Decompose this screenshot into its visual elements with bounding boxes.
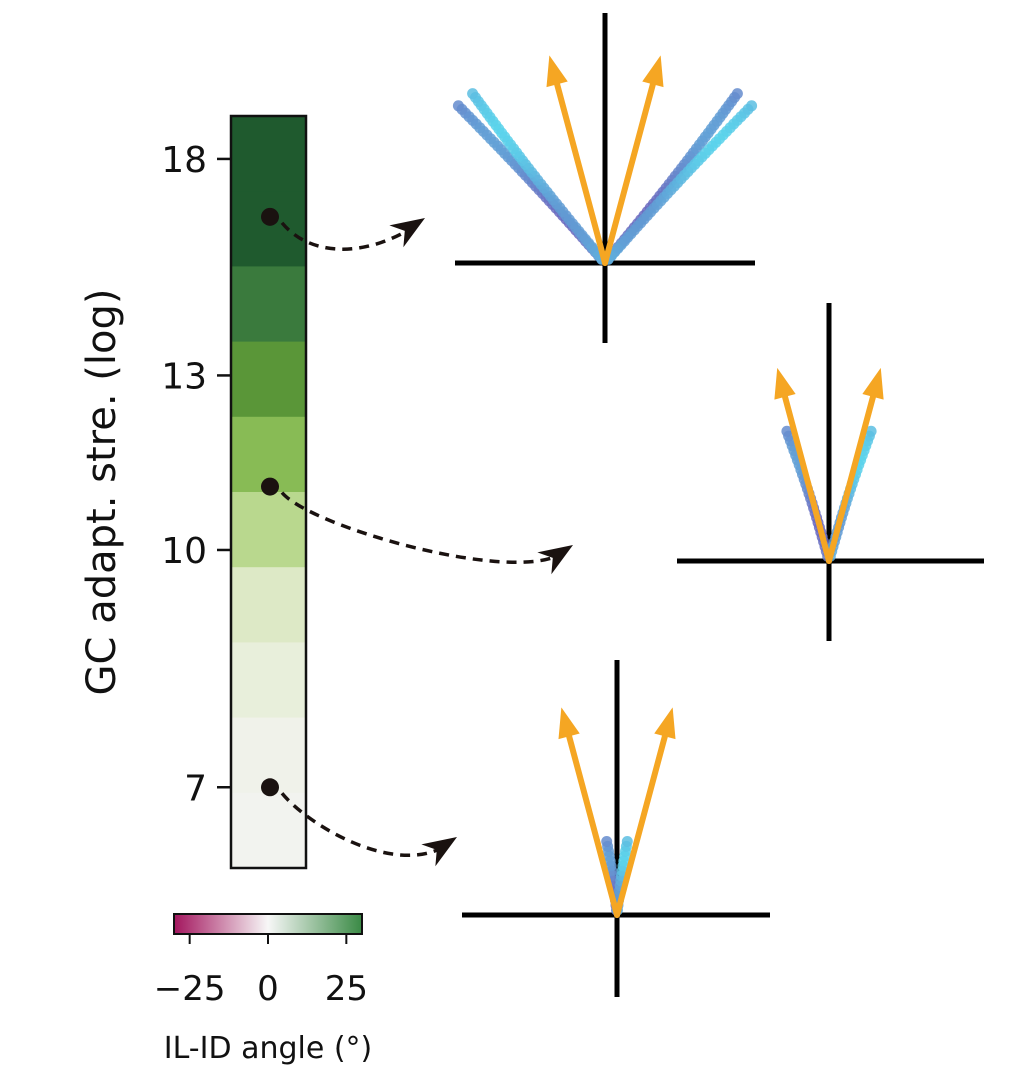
- colorbar-tick-label: 0: [257, 969, 279, 1009]
- y-tick-label: 10: [161, 531, 207, 572]
- trace-point: [621, 836, 633, 847]
- heatmap-cell: [231, 341, 306, 418]
- orange-arrow: [826, 367, 884, 564]
- orange-arrow: [602, 55, 664, 266]
- trace-point: [781, 425, 793, 437]
- heatmap-cell: [231, 567, 306, 643]
- marker-connector: [261, 207, 425, 251]
- bottom-panel: [462, 660, 770, 997]
- marker-connector: [261, 778, 457, 867]
- arrow-shaft: [602, 81, 656, 266]
- arrow-head: [546, 55, 568, 88]
- top-panel: [452, 13, 758, 343]
- orange-arrow: [546, 55, 608, 266]
- arrow-head: [558, 707, 580, 740]
- heatmap-cell: [231, 191, 306, 267]
- colorbar-tick-label: 25: [325, 969, 368, 1009]
- heatmap-marker-dot: [261, 477, 279, 496]
- trajectory-trace: [602, 100, 758, 265]
- colorbar-gradient: [173, 913, 363, 935]
- trace-point: [467, 88, 479, 100]
- connector-arrowhead: [537, 545, 573, 575]
- trace-point: [731, 88, 743, 100]
- colorbar-ticks: −25 0 25: [154, 934, 368, 1009]
- heatmap-marker-dot: [261, 207, 279, 226]
- dashed-connector: [280, 792, 448, 857]
- trace-point: [601, 836, 613, 847]
- arrow-shaft: [782, 393, 832, 564]
- arrow-shaft: [566, 733, 620, 918]
- arrow-head: [862, 367, 884, 400]
- arrow-head: [774, 367, 796, 400]
- connectors: [261, 207, 573, 867]
- trajectory-trace: [467, 88, 608, 265]
- arrow-shaft: [554, 81, 608, 266]
- y-tick-label: 18: [161, 140, 207, 181]
- orange-arrow: [558, 707, 620, 918]
- y-axis-label: GC adapt. stre. (log): [79, 289, 125, 696]
- heatmap-cell: [231, 116, 306, 192]
- colorbar-label: IL-ID angle (°): [164, 1031, 373, 1066]
- dashed-connector: [280, 491, 564, 564]
- colorbar: −25 0 25 IL-ID angle (°): [154, 913, 373, 1066]
- dashed-connector: [280, 221, 416, 251]
- arrow-shaft: [826, 393, 876, 564]
- orange-arrow: [614, 707, 676, 918]
- trace-point: [865, 425, 877, 437]
- arrow-head: [642, 55, 664, 88]
- connector-arrowhead: [421, 837, 457, 867]
- heatmap-cell: [231, 642, 306, 719]
- y-tick-label: 13: [161, 356, 207, 397]
- trace-point: [746, 100, 758, 112]
- orange-arrow: [774, 367, 832, 564]
- heatmap-marker-dot: [261, 778, 279, 797]
- heatmap-frame: [229, 114, 308, 870]
- middle-panel: [677, 303, 984, 641]
- marker-connector: [261, 477, 573, 575]
- arrow-shaft: [614, 733, 668, 918]
- heatmap-cell: [231, 792, 306, 869]
- vector-panels: [452, 13, 984, 997]
- y-tick-label: 7: [184, 768, 207, 809]
- heatmap-cell: [231, 266, 306, 343]
- heatmap-cell: [231, 492, 306, 568]
- y-axis-ticks: 18 13 10 7: [161, 140, 231, 809]
- colorbar-tick-label: −25: [154, 969, 226, 1009]
- connector-arrowhead: [389, 218, 425, 248]
- arrow-head: [654, 707, 676, 740]
- trace-point: [452, 100, 464, 112]
